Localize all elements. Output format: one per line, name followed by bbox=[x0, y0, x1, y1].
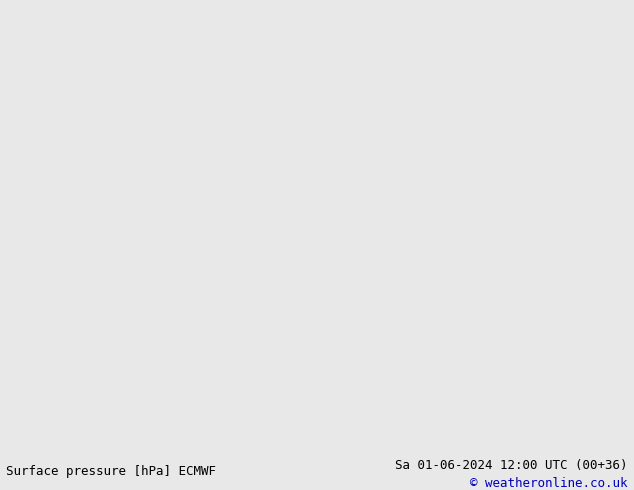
Text: © weatheronline.co.uk: © weatheronline.co.uk bbox=[470, 477, 628, 490]
Text: Surface pressure [hPa] ECMWF: Surface pressure [hPa] ECMWF bbox=[6, 465, 216, 478]
Text: Sa 01-06-2024 12:00 UTC (00+36): Sa 01-06-2024 12:00 UTC (00+36) bbox=[395, 460, 628, 472]
